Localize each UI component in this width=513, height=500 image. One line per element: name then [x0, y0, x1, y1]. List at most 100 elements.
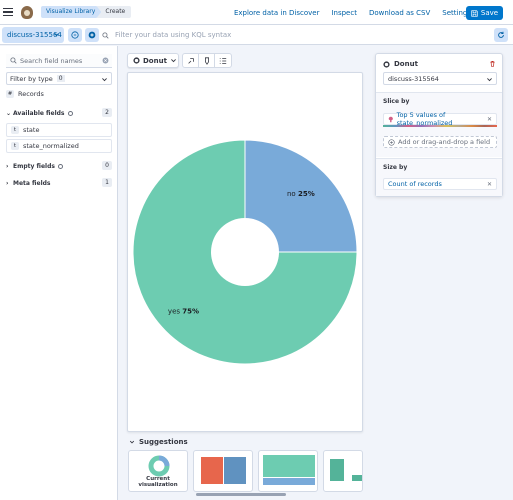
- download-csv-link[interactable]: Download as CSV: [368, 8, 431, 17]
- suggestion-bar[interactable]: [323, 450, 363, 492]
- size-by-label: Size by: [383, 164, 408, 171]
- slice-by-dimension[interactable]: Top 5 values of state_normalized ✕: [383, 111, 497, 127]
- layer-title-label: Donut: [394, 60, 418, 68]
- meta-fields-count: 1: [102, 178, 112, 187]
- chevron-down-icon: [171, 59, 176, 63]
- suggestions-toggle[interactable]: Suggestions: [129, 438, 188, 446]
- search-icon: [10, 57, 17, 64]
- donut-chart[interactable]: no 25% yes 75%: [128, 73, 364, 433]
- query-bar: discuss-315564 Filter your data using KQ…: [0, 25, 513, 45]
- donut-hole: [211, 218, 279, 286]
- chevron-down-icon: [487, 78, 492, 82]
- chevron-down-icon: ⌄: [6, 109, 12, 117]
- slice-label-no: no 25%: [287, 190, 315, 198]
- add-field-dropzone[interactable]: Add or drag-and-drop a field: [383, 136, 497, 148]
- layer-config-panel: Donut discuss-315564 Slice by Top 5 valu…: [375, 53, 503, 197]
- donut-thumbnail: [148, 455, 170, 477]
- chevron-down-icon: [129, 440, 135, 444]
- available-fields-toggle[interactable]: ⌄ Available fields 2: [6, 108, 112, 118]
- number-type-icon: #: [6, 90, 14, 98]
- chevron-right-icon: ›: [6, 162, 9, 170]
- field-name: state: [23, 126, 40, 134]
- kql-search-input[interactable]: Filter your data using KQL syntax: [102, 27, 488, 43]
- suggestions-scrollbar[interactable]: [196, 493, 286, 496]
- add-filter-button[interactable]: [85, 28, 99, 42]
- palette-icon: [388, 116, 393, 122]
- meta-fields-label: Meta fields: [13, 179, 51, 187]
- field-search-input[interactable]: Search field names: [6, 54, 112, 68]
- add-filter-icon: [88, 31, 96, 39]
- area-thumbnail: [263, 455, 315, 485]
- filter-by-type-count: 0: [56, 75, 65, 82]
- chart-type-switcher[interactable]: Donut: [127, 53, 179, 68]
- layer-title: Donut: [383, 60, 418, 68]
- data-view-picker[interactable]: discuss-315564: [2, 27, 64, 43]
- save-button-label: Save: [480, 9, 499, 17]
- app-logo-icon[interactable]: [21, 5, 33, 19]
- bar-thumbnail: [330, 459, 362, 481]
- treemap-thumbnail: [201, 457, 246, 484]
- chart-canvas: no 25% yes 75%: [127, 72, 363, 432]
- meta-fields-toggle[interactable]: › Meta fields 1: [6, 178, 112, 188]
- slice-label-yes: yes 75%: [168, 308, 199, 316]
- save-icon: [471, 9, 478, 17]
- color-palette-bar: [383, 125, 497, 127]
- remove-dimension-icon[interactable]: ✕: [486, 181, 492, 188]
- empty-fields-count: 0: [102, 161, 112, 170]
- top-links: Explore data in Discover Inspect Downloa…: [234, 0, 471, 25]
- layer-data-view-select[interactable]: discuss-315564: [383, 72, 497, 85]
- saved-query-button[interactable]: [68, 28, 82, 42]
- suggestions-label: Suggestions: [139, 438, 188, 446]
- string-type-icon: t: [11, 126, 19, 134]
- settings-link[interactable]: Settings: [442, 8, 471, 17]
- size-by-value: Count of records: [388, 180, 442, 188]
- suggestion-treemap[interactable]: [193, 450, 253, 492]
- string-type-icon: t: [11, 142, 19, 150]
- records-field[interactable]: # Records: [6, 90, 44, 98]
- size-by-dimension[interactable]: Count of records ✕: [383, 178, 497, 190]
- clear-icon[interactable]: [102, 57, 109, 64]
- chart-options-group: [182, 53, 232, 68]
- breadcrumb-visualize-library[interactable]: Visualize Library: [41, 6, 102, 18]
- refresh-button[interactable]: [494, 28, 508, 42]
- visual-options-button[interactable]: [183, 54, 199, 67]
- donut-slice-no[interactable]: [244, 139, 358, 253]
- slice-by-value: Top 5 values of state_normalized: [396, 111, 453, 127]
- donut-icon: [383, 60, 390, 68]
- search-icon: [102, 31, 109, 39]
- inspect-link[interactable]: Inspect: [331, 8, 357, 17]
- brush-icon: [187, 57, 194, 64]
- menu-icon[interactable]: [3, 5, 17, 19]
- available-fields-label: Available fields: [13, 109, 65, 117]
- refresh-icon: [498, 31, 504, 38]
- kql-placeholder: Filter your data using KQL syntax: [115, 31, 232, 39]
- top-bar: Visualize Library Create Explore data in…: [0, 0, 513, 25]
- explore-discover-link[interactable]: Explore data in Discover: [233, 8, 320, 17]
- field-item-state-normalized[interactable]: t state_normalized: [6, 139, 112, 153]
- field-name: state_normalized: [23, 142, 79, 150]
- chart-type-label: Donut: [143, 56, 167, 65]
- suggestion-area[interactable]: [258, 450, 318, 492]
- field-item-state[interactable]: t state: [6, 123, 112, 137]
- legend-button[interactable]: [215, 54, 231, 67]
- layer-data-view-name: discuss-315564: [388, 74, 439, 83]
- info-icon: [67, 110, 73, 116]
- suggestion-current[interactable]: Current visualization: [128, 450, 188, 492]
- chevron-right-icon: ›: [6, 179, 9, 187]
- chevron-down-icon: [54, 33, 59, 37]
- data-view-name: discuss-315564: [7, 31, 62, 39]
- current-visualization-label: Current visualization: [138, 476, 178, 488]
- empty-fields-toggle[interactable]: › Empty fields 0: [6, 161, 112, 171]
- slice-by-label: Slice by: [383, 98, 410, 105]
- breadcrumb-create: Create: [97, 6, 132, 18]
- workspace-toolbar: Donut: [127, 53, 232, 68]
- remove-dimension-icon[interactable]: ✕: [486, 116, 492, 123]
- records-label: Records: [18, 90, 44, 98]
- tag-icon: [204, 56, 209, 65]
- save-button[interactable]: Save: [466, 6, 503, 20]
- plus-icon: [388, 138, 395, 146]
- delete-layer-icon[interactable]: [489, 60, 496, 67]
- saved-query-icon: [71, 31, 79, 39]
- filter-by-type-dropdown[interactable]: Filter by type 0: [6, 72, 112, 85]
- labels-button[interactable]: [199, 54, 215, 67]
